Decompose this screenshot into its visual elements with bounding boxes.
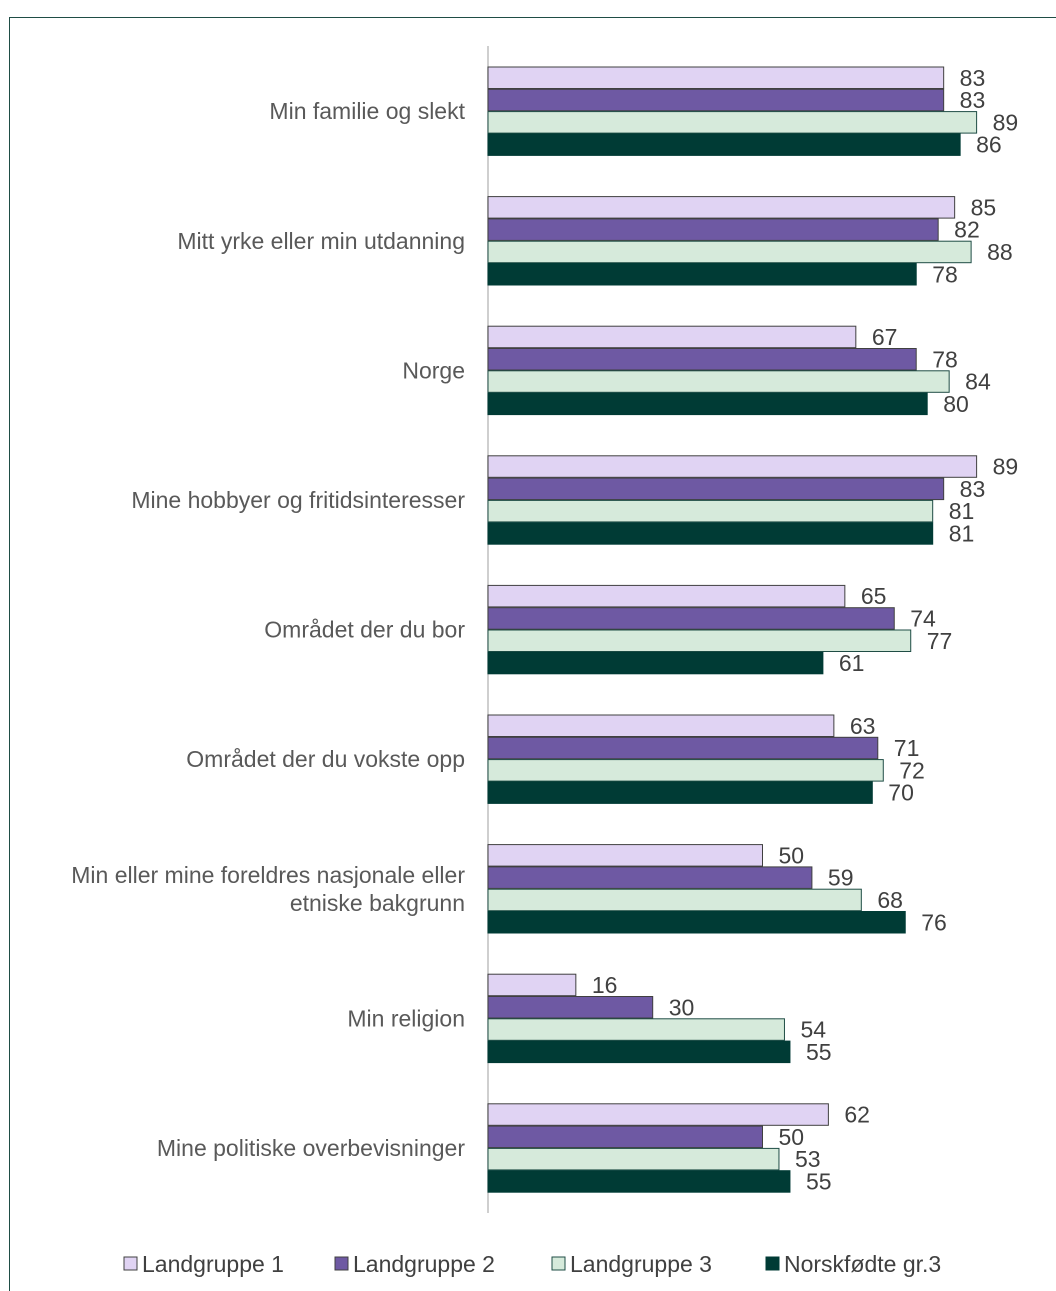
bar: [487, 866, 813, 889]
data-label: 85: [971, 194, 997, 220]
data-label: 16: [592, 972, 618, 998]
legend-swatch: [765, 1256, 780, 1271]
chart-frame: [9, 17, 1056, 1291]
category-label: Min familie og slekt: [269, 98, 465, 124]
bar: [487, 888, 862, 912]
bar: [487, 325, 857, 349]
bar: [487, 348, 917, 371]
data-label: 83: [960, 65, 986, 91]
bar: [487, 88, 945, 112]
bar: [487, 1103, 829, 1126]
bar: [487, 759, 884, 782]
category-label: Mitt yrke eller min utdanning: [177, 228, 465, 254]
data-label: 30: [669, 994, 695, 1020]
data-label: 77: [927, 628, 953, 654]
legend-label: Landgruppe 1: [142, 1251, 284, 1277]
data-label: 76: [921, 909, 947, 935]
data-label: 62: [844, 1102, 870, 1128]
bar: [487, 111, 978, 134]
bar: [487, 66, 945, 89]
legend-label: Norskfødte gr.3: [784, 1251, 941, 1277]
bar: [487, 1125, 763, 1149]
data-label: 83: [960, 87, 986, 113]
data-label: 81: [949, 520, 975, 546]
data-label: 70: [888, 780, 914, 806]
legend-swatch: [334, 1256, 349, 1271]
bar: [487, 996, 654, 1019]
bar: [487, 1147, 780, 1171]
bar: [487, 714, 835, 737]
data-label: 55: [806, 1168, 832, 1194]
bar: [487, 196, 956, 219]
data-label: 63: [850, 713, 876, 739]
data-label: 83: [960, 476, 986, 502]
bar: [487, 1018, 785, 1041]
legend-label: Landgruppe 2: [353, 1251, 495, 1277]
data-label: 80: [943, 391, 969, 417]
legend-label: Landgruppe 3: [570, 1251, 712, 1277]
data-label: 61: [839, 650, 865, 676]
legend-swatch: [551, 1256, 566, 1271]
bar: [487, 263, 917, 286]
bar: [487, 736, 879, 760]
data-label: 81: [949, 498, 975, 524]
data-label: 72: [899, 757, 925, 783]
data-label: 82: [954, 217, 980, 243]
category-label: Området der du vokste opp: [186, 746, 465, 772]
data-label: 86: [976, 132, 1002, 158]
data-label: 59: [828, 865, 854, 891]
data-label: 54: [800, 1017, 826, 1043]
data-label: 50: [779, 842, 805, 868]
bar: [487, 240, 972, 264]
bar: [487, 499, 934, 523]
data-label: 89: [993, 454, 1019, 480]
category-label: Norge: [402, 357, 465, 383]
data-label: 88: [987, 239, 1013, 265]
category-label: Området der du bor: [264, 617, 465, 643]
bar: [487, 392, 928, 416]
data-label: 55: [806, 1039, 832, 1065]
category-label: Mine politiske overbevisninger: [157, 1135, 465, 1161]
data-label: 89: [993, 109, 1019, 135]
bar: [487, 911, 906, 934]
bar: [487, 651, 824, 675]
data-label: 84: [965, 369, 991, 395]
bar: [487, 584, 846, 608]
bar: [487, 607, 895, 630]
bar: [487, 370, 950, 393]
bar: [487, 218, 939, 241]
category-label: Mine hobbyer og fritidsinteresser: [131, 487, 465, 513]
bar: [487, 455, 978, 478]
data-label: 78: [932, 346, 958, 372]
bar: [487, 781, 873, 804]
bar: [487, 133, 961, 156]
data-label: 53: [795, 1146, 821, 1172]
data-label: 68: [877, 887, 903, 913]
bar: [487, 629, 912, 652]
category-label: Min eller mine foreldres nasjonale eller…: [71, 862, 465, 916]
legend-swatch: [123, 1256, 138, 1271]
bar: [487, 1040, 791, 1064]
data-label: 78: [932, 261, 958, 287]
data-label: 71: [894, 735, 920, 761]
data-label: 67: [872, 324, 898, 350]
bar: [487, 973, 577, 997]
bar: [487, 1170, 791, 1193]
data-label: 65: [861, 583, 887, 609]
data-label: 74: [910, 605, 936, 631]
data-label: 50: [779, 1124, 805, 1150]
bar: [487, 477, 945, 501]
bar: [487, 522, 934, 545]
bar: [487, 844, 763, 867]
category-label: Min religion: [347, 1005, 465, 1031]
